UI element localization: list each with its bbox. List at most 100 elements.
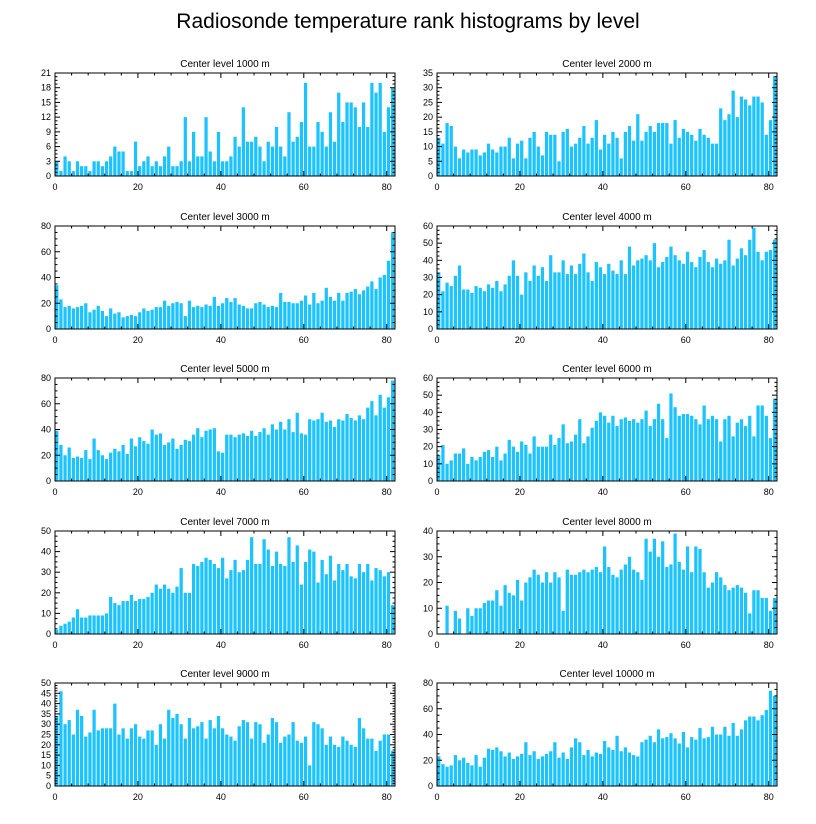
histogram-bar bbox=[752, 716, 756, 786]
histogram-bar bbox=[196, 726, 200, 786]
y-tick-label: 0 bbox=[428, 171, 433, 181]
histogram-bar bbox=[768, 438, 773, 481]
panel-title: Center level 8000 m bbox=[562, 517, 652, 528]
histogram-bar bbox=[727, 114, 731, 176]
histogram-bar bbox=[221, 557, 225, 634]
histogram-bar bbox=[698, 256, 702, 329]
histogram-bar bbox=[540, 267, 545, 329]
histogram-bar bbox=[561, 131, 565, 176]
histogram-bar bbox=[540, 756, 545, 786]
x-tick-label: 20 bbox=[515, 792, 525, 802]
x-tick-label: 40 bbox=[598, 182, 608, 192]
histogram-bar bbox=[262, 539, 266, 634]
histogram-bar bbox=[532, 265, 536, 329]
histogram-bar bbox=[316, 419, 320, 481]
histogram-bar bbox=[361, 572, 366, 634]
histogram-bar bbox=[507, 439, 511, 481]
histogram-bar bbox=[640, 742, 644, 786]
histogram-bar bbox=[100, 455, 105, 481]
histogram-bar bbox=[540, 582, 545, 634]
histogram-bar bbox=[615, 274, 619, 329]
histogram-bar bbox=[565, 128, 569, 176]
histogram-bar bbox=[138, 166, 142, 176]
histogram-bar bbox=[590, 569, 594, 635]
y-tick-label: 20 bbox=[41, 298, 51, 308]
histogram-bar bbox=[768, 120, 773, 176]
histogram-bar bbox=[200, 722, 204, 786]
histogram-bar bbox=[578, 263, 582, 329]
histogram-bar bbox=[437, 756, 441, 786]
histogram-bar bbox=[183, 439, 187, 481]
histogram-bar bbox=[511, 758, 516, 786]
histogram-bar bbox=[573, 143, 578, 176]
histogram-bar bbox=[63, 623, 67, 634]
histogram-bar bbox=[274, 429, 279, 481]
histogram-bar bbox=[212, 728, 216, 786]
histogram-bar bbox=[299, 742, 304, 786]
histogram-bar bbox=[702, 250, 706, 329]
histogram-bar bbox=[544, 131, 549, 176]
histogram-bar bbox=[237, 146, 241, 176]
histogram-bar bbox=[557, 577, 561, 634]
histogram-bar bbox=[287, 301, 291, 329]
histogram-bar bbox=[743, 592, 748, 634]
y-tick-label: 30 bbox=[41, 719, 51, 729]
histogram-bar bbox=[121, 728, 125, 786]
histogram-bar bbox=[466, 463, 470, 481]
histogram-bar bbox=[382, 274, 386, 329]
histogram-bar bbox=[59, 625, 63, 634]
histogram-bar bbox=[565, 443, 569, 481]
histogram-bar bbox=[270, 718, 275, 786]
histogram-bar bbox=[191, 434, 196, 481]
histogram-bar bbox=[648, 426, 652, 481]
histogram-bar bbox=[632, 265, 636, 329]
histogram-bar bbox=[353, 578, 357, 634]
histogram-bar bbox=[673, 120, 677, 176]
histogram-bar bbox=[756, 720, 760, 786]
histogram-bar bbox=[515, 579, 520, 634]
histogram-bar bbox=[607, 422, 611, 481]
histogram-bar bbox=[565, 274, 569, 329]
histogram-bar bbox=[142, 308, 146, 329]
figure-title: Radiosonde temperature rank histograms b… bbox=[176, 10, 640, 33]
histogram-bar bbox=[200, 307, 204, 329]
histogram-bar bbox=[162, 738, 167, 786]
panel-6000m: Center level 6000 m 0 20 40 60 80 0 10 20 30 40 50 6… bbox=[423, 364, 778, 497]
histogram-bar bbox=[569, 441, 574, 481]
histogram-bar bbox=[308, 304, 312, 329]
histogram-bar bbox=[569, 574, 574, 634]
bar-series bbox=[437, 227, 777, 329]
histogram-bar bbox=[714, 734, 719, 786]
histogram-bar bbox=[437, 272, 441, 329]
histogram-bar bbox=[549, 134, 553, 176]
histogram-bar bbox=[171, 438, 175, 481]
histogram-bar bbox=[569, 747, 574, 787]
histogram-bar bbox=[150, 309, 154, 329]
histogram-bar bbox=[669, 143, 673, 176]
histogram-bar bbox=[536, 275, 540, 329]
histogram-bar bbox=[55, 629, 59, 634]
histogram-bar bbox=[96, 615, 100, 634]
histogram-bar bbox=[449, 460, 453, 481]
histogram-bar bbox=[511, 158, 516, 176]
histogram-bar bbox=[67, 447, 71, 481]
histogram-bar bbox=[320, 559, 324, 634]
histogram-bar bbox=[466, 608, 470, 634]
histogram-bar bbox=[474, 286, 478, 329]
histogram-bar bbox=[361, 419, 366, 481]
histogram-bar bbox=[727, 735, 731, 786]
histogram-bar bbox=[84, 617, 88, 634]
y-tick-label: 20 bbox=[423, 755, 433, 765]
histogram-bar bbox=[495, 280, 499, 329]
histogram-bar bbox=[673, 533, 677, 634]
bar-series bbox=[55, 232, 395, 330]
histogram-bar bbox=[661, 419, 665, 481]
histogram-bar bbox=[308, 549, 312, 634]
histogram-bar bbox=[727, 415, 731, 481]
histogram-bar bbox=[279, 742, 283, 786]
y-tick-label: 25 bbox=[41, 730, 51, 740]
histogram-bar bbox=[486, 600, 491, 634]
histogram-bar bbox=[183, 117, 187, 176]
histogram-bar bbox=[474, 149, 478, 176]
histogram-bar bbox=[669, 393, 673, 481]
